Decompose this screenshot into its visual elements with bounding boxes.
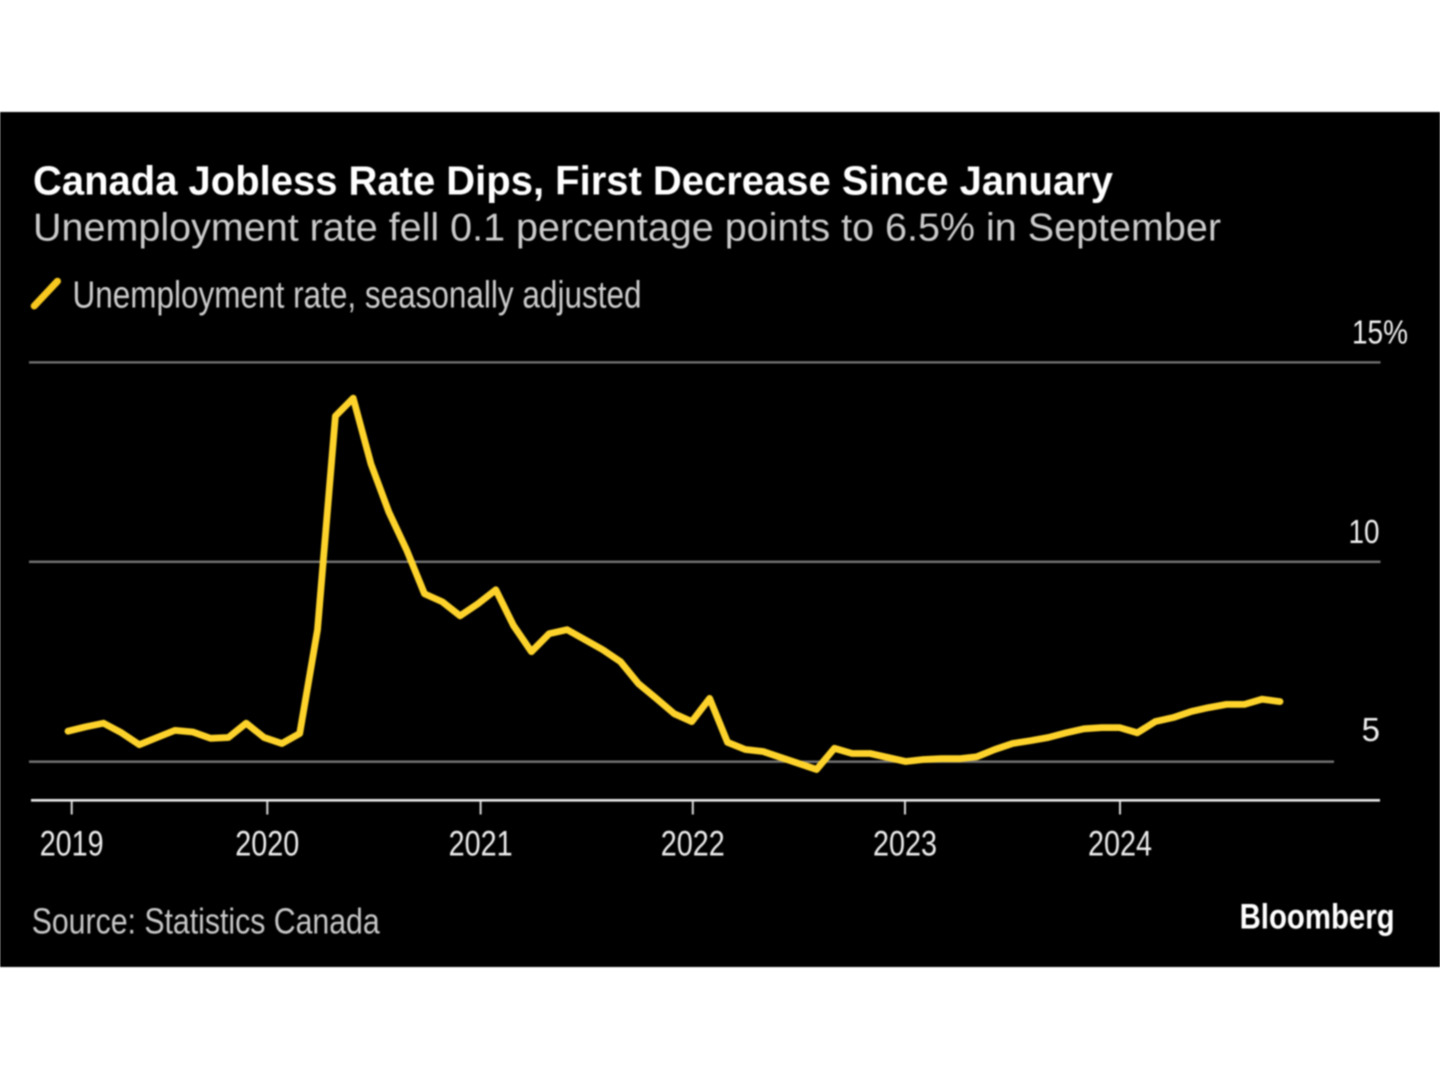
svg-text:Bloomberg: Bloomberg: [1240, 897, 1395, 936]
svg-text:2024: 2024: [1088, 825, 1152, 864]
svg-text:2019: 2019: [40, 825, 104, 864]
svg-text:Unemployment rate, seasonally: Unemployment rate, seasonally adjusted: [73, 275, 642, 317]
svg-text:Canada Jobless Rate Dips, Firs: Canada Jobless Rate Dips, First Decrease…: [33, 158, 1113, 204]
svg-text:2023: 2023: [873, 825, 937, 864]
svg-text:5: 5: [1362, 711, 1380, 748]
svg-text:2022: 2022: [661, 825, 725, 864]
svg-text:2020: 2020: [235, 825, 299, 864]
svg-text:Unemployment rate fell 0.1 per: Unemployment rate fell 0.1 percentage po…: [33, 207, 1221, 250]
svg-text:10: 10: [1349, 513, 1380, 550]
svg-text:Source: Statistics Canada: Source: Statistics Canada: [32, 900, 381, 941]
svg-text:2021: 2021: [449, 825, 513, 864]
svg-text:15%: 15%: [1352, 314, 1408, 351]
